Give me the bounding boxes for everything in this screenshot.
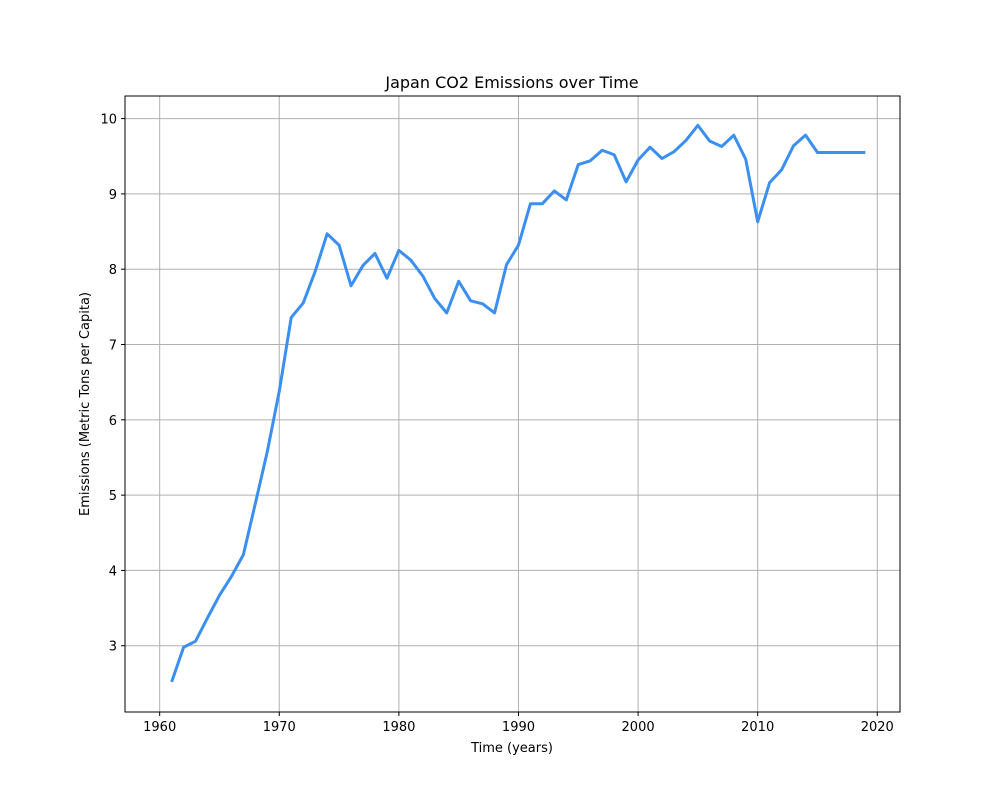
x-tick-label: 1960 <box>143 720 176 735</box>
series-layer <box>170 123 866 683</box>
y-tick-label: 4 <box>109 564 117 579</box>
grid-lines <box>125 96 900 712</box>
x-axis-label: Time (years) <box>470 741 553 756</box>
x-tick-label: 2020 <box>861 720 894 735</box>
x-tick-label: 1970 <box>263 720 296 735</box>
y-tick-label: 3 <box>109 640 117 655</box>
x-tick-label: 2000 <box>622 720 655 735</box>
x-axis-ticks: 1960 1970 1980 1990 2000 2010 2020 <box>143 712 894 735</box>
y-axis-label: Emissions (Metric Tons per Capita) <box>78 292 93 516</box>
plot-frame <box>124 95 901 713</box>
y-tick-label: 9 <box>109 188 117 203</box>
y-tick-label: 10 <box>100 113 117 128</box>
y-tick-label: 6 <box>109 414 117 429</box>
y-tick-label: 8 <box>109 263 117 278</box>
x-tick-label: 1990 <box>502 720 535 735</box>
x-tick-label: 1980 <box>382 720 415 735</box>
y-tick-label: 7 <box>109 339 117 354</box>
chart-title: Japan CO2 Emissions over Time <box>384 73 638 92</box>
y-axis-ticks: 3 4 5 6 7 8 9 10 <box>100 113 125 655</box>
x-tick-label: 2010 <box>741 720 774 735</box>
y-tick-label: 5 <box>109 489 117 504</box>
series-line <box>170 123 866 683</box>
